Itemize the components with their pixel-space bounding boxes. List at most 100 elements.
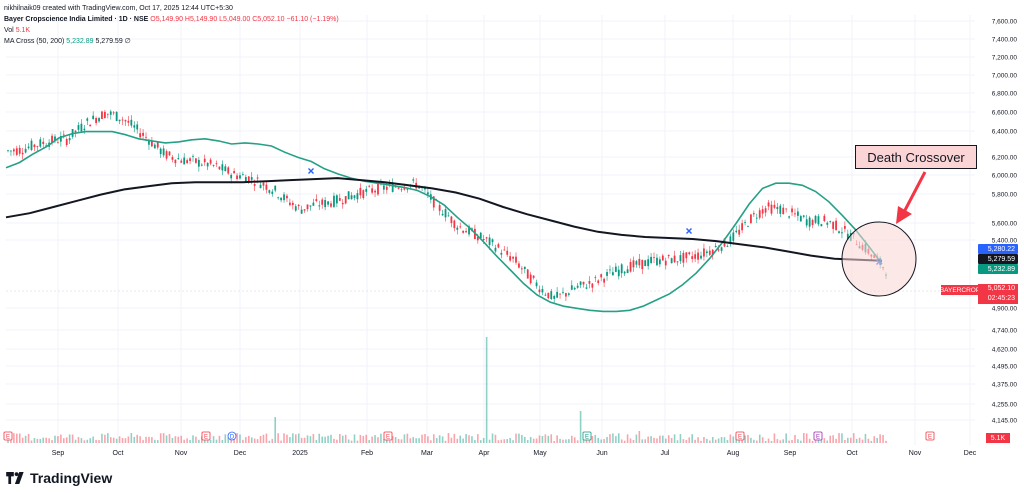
- volume-bar: [453, 433, 456, 443]
- volume-bar: [723, 437, 726, 443]
- candle-body: [286, 195, 288, 199]
- volume-bar: [600, 439, 602, 443]
- candle-body: [356, 193, 359, 200]
- volume-bar: [24, 435, 27, 443]
- candle-body: [333, 195, 335, 207]
- volume-bar: [68, 434, 71, 443]
- volume-bar: [362, 435, 365, 443]
- volume-bar: [168, 434, 171, 443]
- candle-body: [195, 158, 197, 163]
- volume-bar: [720, 437, 723, 443]
- volume-bar: [262, 434, 265, 443]
- volume-bar: [885, 440, 887, 443]
- symbol-title[interactable]: Bayer Cropscience India Limited · 1D · N…: [4, 16, 149, 23]
- candle-body: [556, 291, 559, 298]
- candle-body: [520, 268, 523, 270]
- candle-body: [374, 190, 376, 193]
- candle-body: [412, 179, 415, 181]
- volume-bar: [142, 440, 144, 443]
- volume-bar: [579, 411, 582, 443]
- volume-bar: [779, 440, 782, 443]
- price-tick-label: 4,620.00: [992, 347, 1018, 354]
- volume-bar: [764, 440, 767, 443]
- volume-bar: [503, 439, 506, 443]
- death-crossover-label[interactable]: Death Crossover: [855, 145, 977, 169]
- volume-bar: [691, 434, 693, 443]
- volume-bar: [729, 434, 732, 443]
- volume-bar: [57, 436, 59, 443]
- volume-bar: [873, 436, 876, 443]
- volume-bar: [271, 438, 274, 443]
- candle-body: [359, 187, 362, 196]
- volume-tag: 5.1K: [986, 433, 1010, 443]
- volume-label[interactable]: Vol: [4, 27, 14, 34]
- volume-bar: [391, 436, 394, 443]
- candle-body: [227, 167, 230, 174]
- time-tick-label: Nov: [909, 450, 922, 457]
- volume-bar: [867, 438, 870, 443]
- volume-bar: [400, 439, 403, 443]
- volume-bar: [456, 438, 459, 443]
- volume-bar: [623, 440, 626, 443]
- candle-body: [36, 146, 39, 147]
- candle-body: [306, 204, 309, 210]
- volume-bar: [847, 437, 849, 443]
- candle-body: [497, 244, 500, 248]
- event-marker-icon: E: [383, 431, 393, 441]
- volume-bar: [151, 437, 153, 443]
- candle-body: [779, 205, 782, 214]
- volume-bar: [48, 438, 50, 443]
- ma-cross-label[interactable]: MA Cross (50, 200): [4, 38, 65, 45]
- volume-bar: [177, 436, 180, 443]
- candle-body: [691, 256, 694, 259]
- volume-bar: [236, 433, 238, 443]
- candle-body: [427, 192, 429, 195]
- event-marker-letter: E: [928, 435, 932, 441]
- candle-body: [165, 151, 168, 159]
- event-marker-letter: E: [585, 435, 589, 441]
- volume-bar: [198, 439, 200, 443]
- volume-bar: [242, 439, 244, 443]
- time-tick-label: Dec: [234, 450, 247, 457]
- volume-bar: [479, 440, 482, 443]
- volume-bar: [415, 438, 417, 443]
- tradingview-logo[interactable]: TradingView: [6, 470, 112, 486]
- candle-body: [206, 162, 209, 167]
- volume-bar: [13, 433, 15, 443]
- volume-bar: [802, 433, 805, 443]
- volume-bar: [388, 440, 391, 443]
- ma-hidden-icon[interactable]: ∅: [124, 38, 131, 45]
- candle-body: [153, 144, 156, 149]
- candle-body: [406, 188, 409, 190]
- volume-bar: [471, 436, 473, 443]
- volume-bar: [876, 437, 878, 443]
- candle-body: [350, 195, 353, 200]
- volume-bar: [703, 437, 705, 443]
- candle-body: [468, 226, 470, 235]
- volume-bar: [626, 434, 629, 443]
- volume-bar: [165, 435, 168, 443]
- volume-bar: [659, 435, 661, 443]
- volume-bar: [709, 440, 711, 443]
- volume-bar: [438, 435, 441, 443]
- volume-bar: [535, 438, 538, 443]
- volume-bar: [497, 440, 500, 443]
- volume-bar: [145, 436, 147, 443]
- volume-bar: [576, 440, 579, 443]
- candle-body: [450, 216, 453, 224]
- volume-bar: [870, 440, 873, 443]
- time-tick-label: 2025: [292, 450, 308, 457]
- volume-bar: [45, 437, 47, 443]
- candle-body: [820, 224, 823, 227]
- volume-bar: [782, 439, 785, 443]
- volume-bar: [529, 436, 532, 443]
- volume-bar: [864, 433, 867, 443]
- candle-body: [755, 217, 758, 219]
- candle-body: [101, 111, 103, 119]
- candle-body: [515, 256, 517, 263]
- volume-bar: [500, 439, 503, 443]
- candle-body: [385, 186, 388, 190]
- candle-body: [459, 226, 462, 228]
- candle-body: [27, 146, 30, 149]
